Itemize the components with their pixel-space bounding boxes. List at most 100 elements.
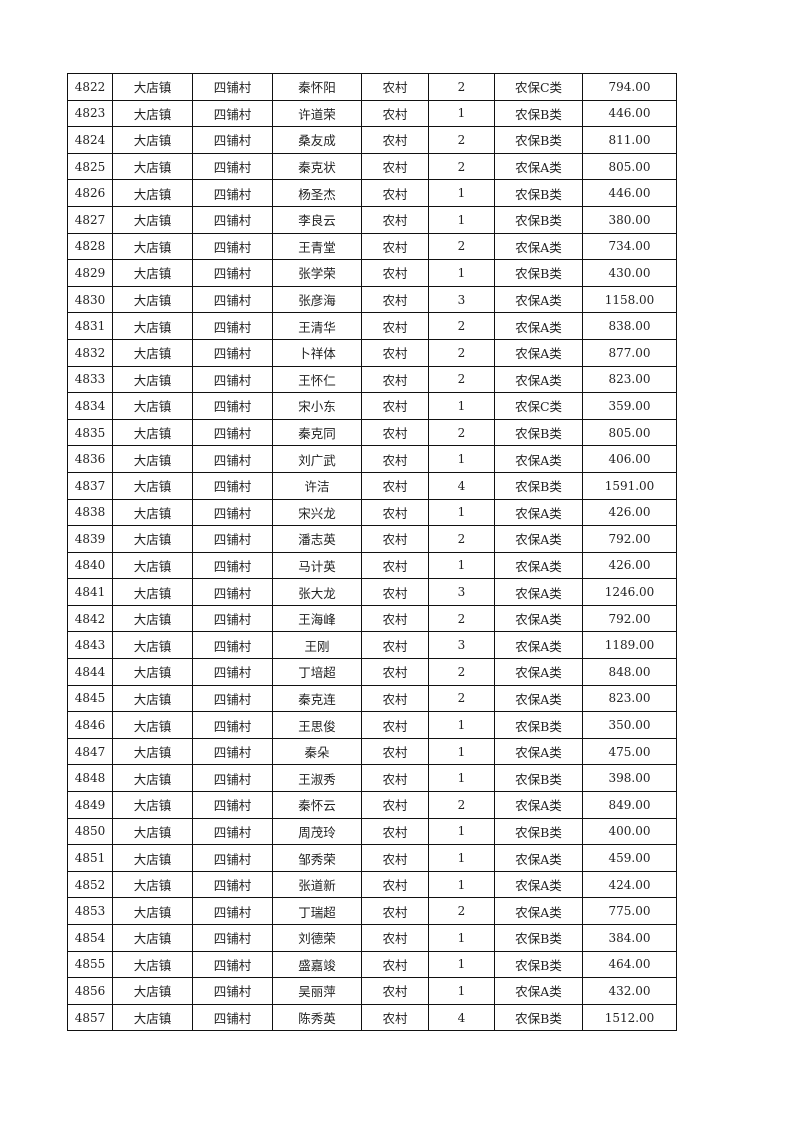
cell-row-number: 4850 bbox=[67, 817, 113, 846]
cell-area-type: 农村 bbox=[361, 764, 429, 793]
cell-row-number: 4834 bbox=[67, 392, 113, 420]
cell-household-size: 2 bbox=[428, 658, 495, 686]
cell-row-number: 4826 bbox=[67, 179, 113, 207]
cell-household-size: 2 bbox=[428, 338, 495, 367]
cell-town: 大店镇 bbox=[112, 1003, 193, 1032]
cell-area-type: 农村 bbox=[361, 1003, 429, 1032]
cell-insurance-category: 农保A类 bbox=[494, 498, 583, 527]
cell-household-size: 2 bbox=[428, 232, 495, 261]
cell-area-type: 农村 bbox=[361, 578, 429, 606]
data-table: 4822 大店镇 四铺村 秦怀阳 农村 2 农保C类 794.00 4823 大店镇 四铺村 许道荣农… bbox=[67, 73, 677, 1032]
table-row: 4851 大店镇 四铺村 邹秀荣 农村 1 农保A类 459.00 bbox=[67, 844, 677, 872]
cell-village: 四铺村 bbox=[192, 73, 273, 101]
cell-town: 大店镇 bbox=[112, 312, 193, 340]
cell-village: 四铺村 bbox=[192, 525, 273, 553]
cell-village: 四铺村 bbox=[192, 99, 273, 128]
cell-insurance-category: 农保B类 bbox=[494, 205, 583, 234]
cell-insurance-category: 农保B类 bbox=[494, 418, 583, 447]
cell-row-number: 4855 bbox=[67, 950, 113, 979]
table-row: 4838 大店镇 四铺村 宋兴龙 农村 1 农保A类 426.00 bbox=[67, 498, 677, 527]
cell-area-type: 农村 bbox=[361, 924, 429, 952]
cell-amount: 432.00 bbox=[582, 977, 677, 1005]
cell-village: 四铺村 bbox=[192, 126, 273, 154]
table-row: 4834 大店镇 四铺村 宋小东 农村 1 农保C类 359.00 bbox=[67, 392, 677, 420]
table-row: 4849 大店镇 四铺村 秦怀云 农村 2 农保A类 849.00 bbox=[67, 791, 677, 819]
cell-insurance-category: 农保B类 bbox=[494, 99, 583, 128]
cell-name: 秦怀云 bbox=[272, 791, 362, 819]
cell-amount: 811.00 bbox=[582, 126, 677, 154]
cell-village: 四铺村 bbox=[192, 365, 273, 394]
cell-town: 大店镇 bbox=[112, 445, 193, 473]
cell-row-number: 4833 bbox=[67, 365, 113, 394]
cell-village: 四铺村 bbox=[192, 924, 273, 952]
cell-name: 刘广武 bbox=[272, 445, 362, 473]
cell-town: 大店镇 bbox=[112, 924, 193, 952]
table-row: 4829 大店镇 四铺村 张学荣 农村 1 农保B类 430.00 bbox=[67, 259, 677, 287]
cell-insurance-category: 农保A类 bbox=[494, 365, 583, 394]
cell-area-type: 农村 bbox=[361, 525, 429, 553]
cell-town: 大店镇 bbox=[112, 950, 193, 979]
cell-amount: 794.00 bbox=[582, 73, 677, 101]
cell-name: 宋小东 bbox=[272, 392, 362, 420]
cell-row-number: 4829 bbox=[67, 259, 113, 287]
cell-household-size: 3 bbox=[428, 631, 495, 660]
cell-amount: 792.00 bbox=[582, 604, 677, 633]
cell-area-type: 农村 bbox=[361, 897, 429, 925]
cell-area-type: 农村 bbox=[361, 126, 429, 154]
table-row: 4853 大店镇 四铺村 丁瑞超 农村 2 农保A类 775.00 bbox=[67, 897, 677, 925]
cell-amount: 1591.00 bbox=[582, 471, 677, 500]
cell-area-type: 农村 bbox=[361, 631, 429, 660]
cell-insurance-category: 农保A类 bbox=[494, 445, 583, 473]
cell-town: 大店镇 bbox=[112, 365, 193, 394]
cell-row-number: 4856 bbox=[67, 977, 113, 1005]
cell-amount: 848.00 bbox=[582, 658, 677, 686]
cell-town: 大店镇 bbox=[112, 152, 193, 181]
cell-name: 潘志英 bbox=[272, 525, 362, 553]
cell-village: 四铺村 bbox=[192, 232, 273, 261]
cell-town: 大店镇 bbox=[112, 711, 193, 739]
cell-household-size: 1 bbox=[428, 950, 495, 979]
cell-row-number: 4853 bbox=[67, 897, 113, 925]
cell-village: 四铺村 bbox=[192, 392, 273, 420]
cell-name: 盛嘉竣 bbox=[272, 950, 362, 979]
cell-insurance-category: 农保A类 bbox=[494, 977, 583, 1005]
cell-village: 四铺村 bbox=[192, 152, 273, 181]
cell-row-number: 4839 bbox=[67, 525, 113, 553]
cell-insurance-category: 农保C类 bbox=[494, 392, 583, 420]
cell-village: 四铺村 bbox=[192, 471, 273, 500]
cell-household-size: 1 bbox=[428, 711, 495, 739]
cell-name: 王清华 bbox=[272, 312, 362, 340]
cell-area-type: 农村 bbox=[361, 338, 429, 367]
cell-insurance-category: 农保B类 bbox=[494, 817, 583, 846]
cell-amount: 1246.00 bbox=[582, 578, 677, 606]
cell-row-number: 4830 bbox=[67, 285, 113, 314]
cell-village: 四铺村 bbox=[192, 445, 273, 473]
cell-insurance-category: 农保A类 bbox=[494, 525, 583, 553]
cell-name: 陈秀英 bbox=[272, 1003, 362, 1032]
cell-amount: 446.00 bbox=[582, 179, 677, 207]
cell-amount: 464.00 bbox=[582, 950, 677, 979]
cell-area-type: 农村 bbox=[361, 844, 429, 872]
cell-row-number: 4848 bbox=[67, 764, 113, 793]
cell-name: 许洁 bbox=[272, 471, 362, 500]
cell-amount: 459.00 bbox=[582, 844, 677, 872]
cell-row-number: 4827 bbox=[67, 205, 113, 234]
cell-household-size: 1 bbox=[428, 445, 495, 473]
cell-area-type: 农村 bbox=[361, 179, 429, 207]
cell-household-size: 1 bbox=[428, 737, 495, 766]
cell-name: 王淑秀 bbox=[272, 764, 362, 793]
cell-town: 大店镇 bbox=[112, 232, 193, 261]
cell-amount: 400.00 bbox=[582, 817, 677, 846]
cell-insurance-category: 农保A类 bbox=[494, 152, 583, 181]
cell-amount: 398.00 bbox=[582, 764, 677, 793]
cell-amount: 359.00 bbox=[582, 392, 677, 420]
cell-household-size: 4 bbox=[428, 1003, 495, 1032]
cell-village: 四铺村 bbox=[192, 551, 273, 580]
cell-insurance-category: 农保A类 bbox=[494, 232, 583, 261]
cell-village: 四铺村 bbox=[192, 977, 273, 1005]
cell-insurance-category: 农保A类 bbox=[494, 870, 583, 899]
table-row: 4831 大店镇 四铺村 王清华 农村 2 农保A类 838.00 bbox=[67, 312, 677, 340]
cell-name: 李良云 bbox=[272, 205, 362, 234]
cell-household-size: 1 bbox=[428, 99, 495, 128]
cell-household-size: 1 bbox=[428, 392, 495, 420]
